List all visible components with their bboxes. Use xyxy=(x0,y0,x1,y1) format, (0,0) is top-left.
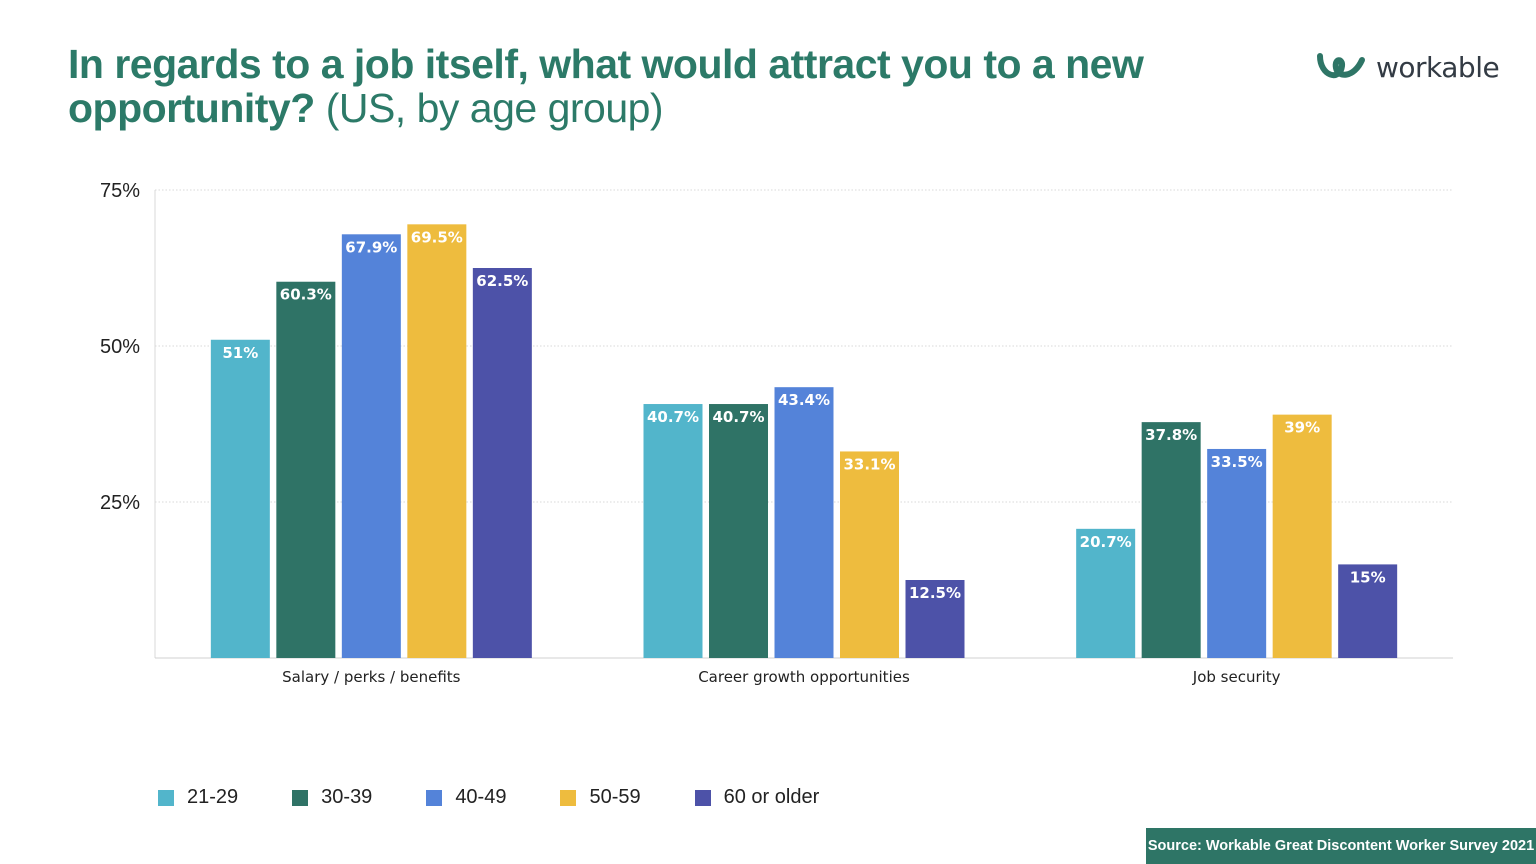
legend-item: 21-29 xyxy=(158,786,238,809)
data-label: 62.5% xyxy=(476,272,528,290)
data-label: 43.4% xyxy=(778,391,830,409)
y-tick-label: 50% xyxy=(100,336,140,358)
bar xyxy=(472,268,532,658)
legend-label: 50-59 xyxy=(589,786,641,808)
data-label: 40.7% xyxy=(712,408,764,426)
bar xyxy=(643,404,703,658)
legend-item: 50-59 xyxy=(560,786,641,809)
legend-item: 40-49 xyxy=(426,786,506,809)
legend-label: 40-49 xyxy=(455,786,507,808)
bar xyxy=(1207,448,1267,658)
bar xyxy=(1076,528,1136,658)
data-label: 33.1% xyxy=(843,455,895,473)
legend-label: 21-29 xyxy=(187,786,239,808)
data-label: 12.5% xyxy=(909,584,961,602)
bar xyxy=(1338,564,1398,658)
data-label: 33.5% xyxy=(1211,453,1263,471)
legend-swatch xyxy=(426,789,443,806)
bar xyxy=(905,580,965,658)
legend-swatch xyxy=(292,789,309,806)
bar xyxy=(774,387,834,658)
bar xyxy=(276,281,336,658)
legend-swatch xyxy=(560,789,577,806)
x-tick-label: Job security xyxy=(1192,668,1281,686)
x-tick-label: Salary / perks / benefits xyxy=(282,668,461,686)
bar xyxy=(341,234,401,658)
chart-title: In regards to a job itself, what would a… xyxy=(68,42,1218,130)
title-subtitle: (US, by age group) xyxy=(325,85,664,131)
data-label: 37.8% xyxy=(1145,426,1197,444)
y-tick-label: 75% xyxy=(100,180,140,202)
data-label: 69.5% xyxy=(411,228,463,246)
legend-swatch xyxy=(158,789,174,806)
data-label: 60.3% xyxy=(280,286,332,304)
data-label: 39% xyxy=(1284,419,1320,437)
logo-text: workable xyxy=(1376,50,1500,84)
bar xyxy=(1272,414,1332,658)
data-label: 40.7% xyxy=(647,408,699,426)
title-bold: In regards to a job itself, what would a… xyxy=(68,41,1144,131)
legend-label: 60 or older xyxy=(723,786,820,808)
legend-item: 30-39 xyxy=(292,786,372,809)
bar xyxy=(1141,422,1201,658)
legend-item: 60 or older xyxy=(694,786,820,809)
legend: 21-29 30-39 40-49 50-59 60 or older xyxy=(158,786,873,809)
data-label: 51% xyxy=(222,344,258,362)
workable-logo: workable xyxy=(1316,50,1500,84)
data-label: 67.9% xyxy=(345,238,397,256)
bar xyxy=(407,224,467,658)
bar xyxy=(210,339,270,658)
data-label: 15% xyxy=(1350,568,1386,586)
data-label: 20.7% xyxy=(1080,533,1132,551)
legend-swatch xyxy=(694,789,711,806)
bar xyxy=(709,404,768,658)
source-note: Source: Workable Great Discontent Worker… xyxy=(1146,828,1536,864)
workable-logo-icon xyxy=(1317,53,1365,79)
bar xyxy=(840,451,899,658)
x-tick-label: Career growth opportunities xyxy=(698,668,910,686)
y-tick-label: 25% xyxy=(100,492,140,514)
legend-label: 30-39 xyxy=(321,786,373,808)
